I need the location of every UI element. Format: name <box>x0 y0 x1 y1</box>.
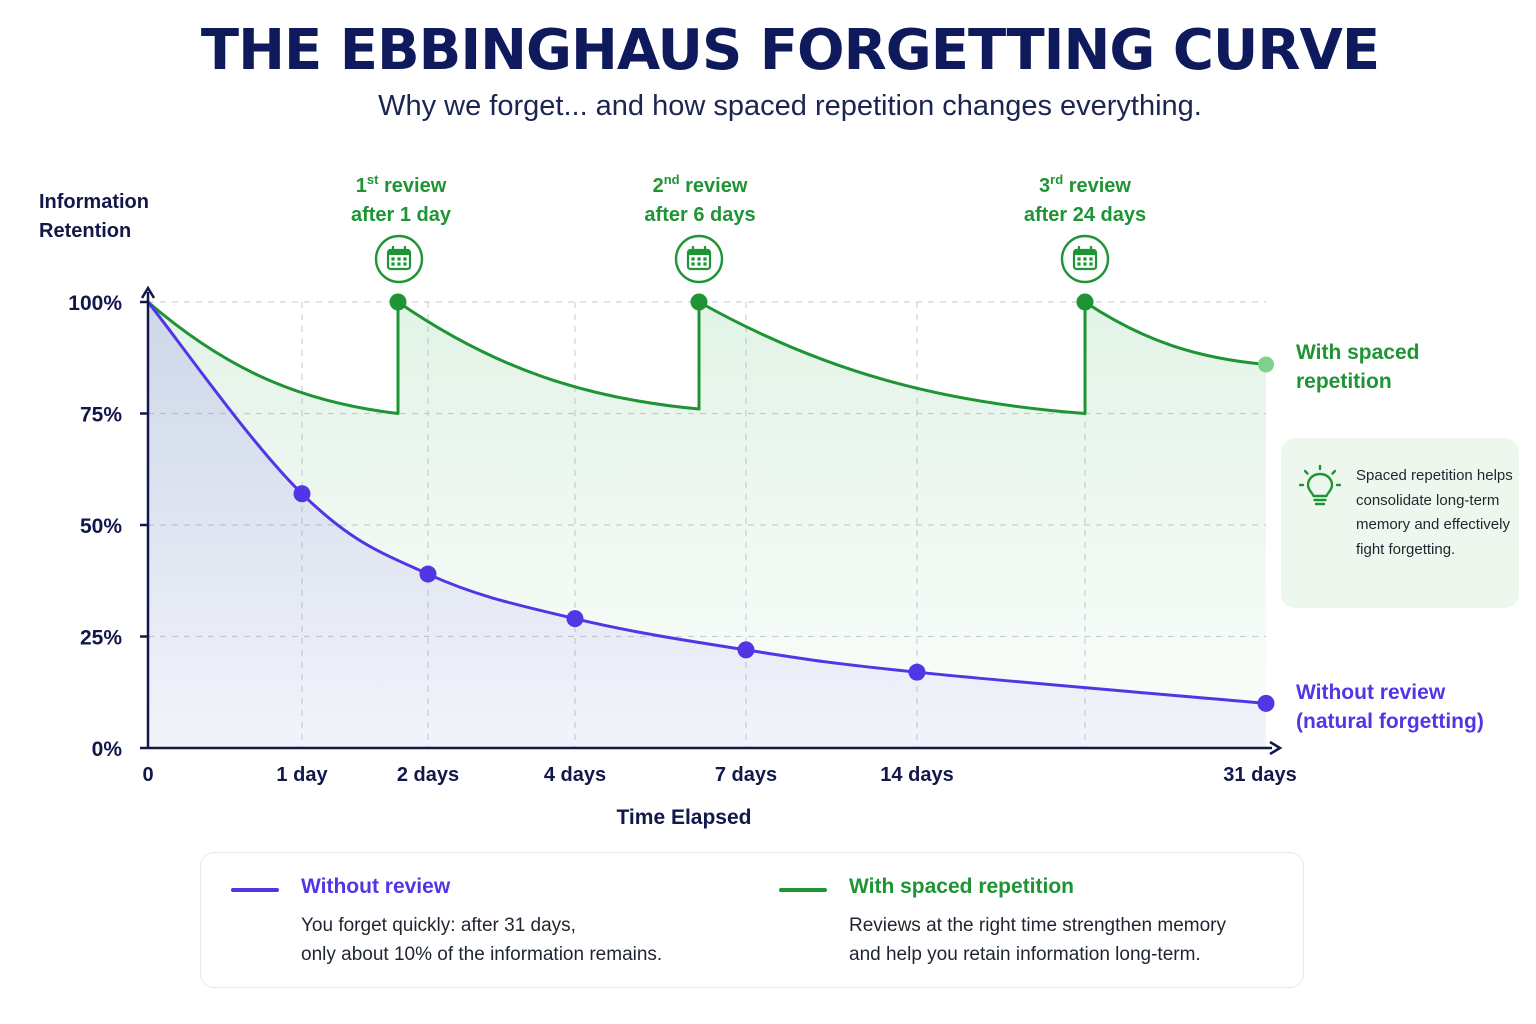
x-tick-label: 31 days <box>1223 764 1296 786</box>
y-axis-title-line-2: Retention <box>39 220 131 242</box>
x-axis-arrow <box>1269 740 1283 756</box>
without-review-end-label-2: (natural forgetting) <box>1296 710 1484 733</box>
tip-box: Spaced repetition helps consolidate long… <box>1281 438 1519 608</box>
calendar-icon-day <box>691 262 695 266</box>
calendar-icon-day <box>1089 257 1093 261</box>
calendar-icon-day <box>703 262 707 266</box>
legend-swatch-with <box>779 888 827 892</box>
review-peak-point <box>389 293 407 311</box>
without-review-point <box>419 565 437 583</box>
calendar-icon <box>374 234 424 284</box>
x-tick-label: 4 days <box>544 764 606 786</box>
without-review-end-label-1: Without review <box>1296 681 1446 704</box>
without-review-point <box>1257 694 1275 712</box>
page-subtitle: Why we forget... and how spaced repetiti… <box>378 90 1202 122</box>
y-tick-label: 50% <box>80 515 122 538</box>
without-review-point <box>737 641 755 659</box>
legend-title-without: Without review <box>301 875 451 898</box>
calendar-icon-header <box>1074 250 1096 255</box>
x-axis-title: Time Elapsed <box>616 806 751 829</box>
calendar-icon-header <box>688 250 710 255</box>
calendar-icon-day <box>691 257 695 261</box>
review-after-label-1: after 1 day <box>351 204 452 226</box>
x-tick-label: 0 <box>142 764 153 786</box>
without-review-area <box>148 302 1266 748</box>
review-peak-point <box>690 293 708 311</box>
calendar-icon-day <box>403 257 407 261</box>
y-axis-arrow <box>140 285 156 299</box>
calendar-icon-day <box>403 262 407 266</box>
calendar-icon-day <box>1077 262 1081 266</box>
lightbulb-icon <box>1299 464 1341 506</box>
legend-desc-with-line-1: Reviews at the right time strengthen mem… <box>849 915 1226 936</box>
calendar-icon-day <box>697 257 701 261</box>
calendar-icon-day <box>397 257 401 261</box>
calendar-icon-header <box>388 250 410 255</box>
review-peak-point <box>1076 293 1094 311</box>
calendar-icon-day <box>1083 262 1087 266</box>
calendar-icon-day <box>391 262 395 266</box>
review-label-1: 1st review <box>356 172 447 197</box>
calendar-icon <box>674 234 724 284</box>
y-axis-title-line-1: Information <box>39 191 149 213</box>
x-tick-label: 2 days <box>397 764 459 786</box>
legend-title-with: With spaced repetition <box>849 875 1075 898</box>
y-tick-label: 0% <box>92 738 123 761</box>
calendar-icon-day <box>703 257 707 261</box>
with-spaced-repetition-end-point <box>1258 356 1274 373</box>
legend-desc-with-line-2: and help you retain information long-ter… <box>849 944 1201 965</box>
review-label-3: 3rd review <box>1039 172 1131 197</box>
y-tick-label: 100% <box>68 292 122 315</box>
review-label-2: 2nd review <box>653 172 748 197</box>
with-spaced-repetition-end-label-2: repetition <box>1296 370 1392 393</box>
review-after-label-3: after 24 days <box>1024 204 1146 226</box>
review-after-label-2: after 6 days <box>644 204 755 226</box>
calendar-icon-day <box>397 262 401 266</box>
calendar-icon-day <box>391 257 395 261</box>
x-tick-label: 7 days <box>715 764 777 786</box>
calendar-icon-day <box>1089 262 1093 266</box>
without-review-point <box>293 485 311 503</box>
legend-desc-without-line-1: You forget quickly: after 31 days, <box>301 915 576 936</box>
calendar-icon <box>1060 234 1110 284</box>
legend: Without review You forget quickly: after… <box>200 852 1304 988</box>
calendar-icon-day <box>1077 257 1081 261</box>
x-tick-label: 14 days <box>880 764 953 786</box>
legend-desc-without: You forget quickly: after 31 days, only … <box>301 911 662 969</box>
calendar-icon-day <box>697 262 701 266</box>
x-tick-label: 1 day <box>276 764 328 786</box>
with-spaced-repetition-end-label-1: With spaced <box>1296 341 1420 364</box>
tip-text: Spaced repetition helps consolidate long… <box>1356 467 1513 558</box>
without-review-point <box>566 610 584 628</box>
y-tick-label: 75% <box>80 404 122 427</box>
legend-swatch-without <box>231 888 279 892</box>
y-tick-label: 25% <box>80 627 122 650</box>
legend-desc-without-line-2: only about 10% of the information remain… <box>301 944 663 965</box>
page-title: THE EBBINGHAUS FORGETTING CURVE <box>200 18 1380 83</box>
legend-desc-with: Reviews at the right time strengthen mem… <box>849 911 1226 969</box>
calendar-icon-day <box>1083 257 1087 261</box>
without-review-point <box>908 663 926 681</box>
